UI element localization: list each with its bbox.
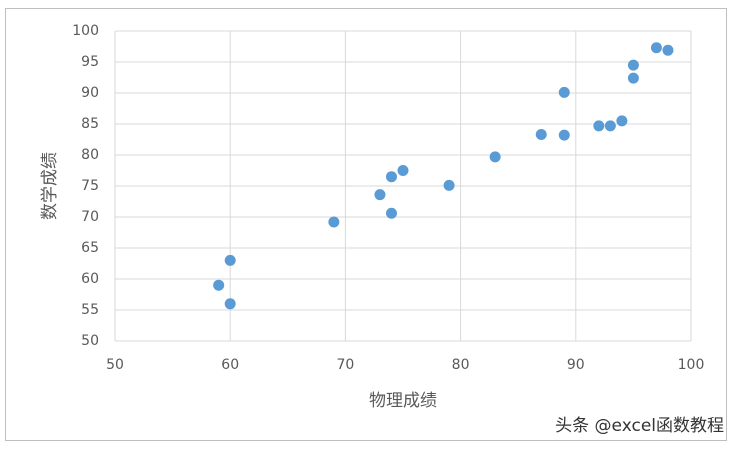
- watermark: 头条 @excel函数教程: [555, 416, 724, 436]
- point: [489, 151, 501, 163]
- y-tick-label: 80: [81, 147, 99, 163]
- point: [385, 207, 397, 219]
- point: [604, 120, 616, 132]
- point: [224, 298, 236, 310]
- x-tick-label: 60: [221, 357, 239, 373]
- y-tick-label: 75: [81, 178, 99, 194]
- point: [385, 171, 397, 183]
- y-tick-label: 95: [81, 54, 99, 70]
- y-tick-label: 60: [81, 271, 99, 287]
- point: [662, 44, 674, 56]
- x-tick-label: 100: [678, 357, 705, 373]
- point: [374, 189, 386, 201]
- point: [224, 254, 236, 266]
- x-tick-label: 70: [336, 357, 354, 373]
- y-tick-label: 50: [81, 333, 99, 349]
- point: [650, 42, 662, 54]
- y-tick-label: 100: [72, 23, 99, 39]
- x-tick-label: 90: [567, 357, 585, 373]
- point: [593, 120, 605, 132]
- x-tick-label: 80: [452, 357, 470, 373]
- y-tick-label: 70: [81, 209, 99, 225]
- x-axis-title: 物理成绩: [369, 391, 437, 411]
- point: [558, 86, 570, 98]
- point: [627, 72, 639, 84]
- y-tick-label: 65: [81, 240, 99, 256]
- point: [213, 279, 225, 291]
- x-tick-label: 50: [106, 357, 124, 373]
- y-tick-label: 90: [81, 85, 99, 101]
- point: [443, 179, 455, 191]
- point: [627, 59, 639, 71]
- y-tick-label: 55: [81, 302, 99, 318]
- point: [397, 165, 409, 176]
- point: [328, 216, 340, 228]
- chart-border: [5, 8, 727, 441]
- point: [616, 115, 628, 127]
- y-tick-label: 85: [81, 116, 99, 132]
- point: [535, 129, 547, 141]
- point: [558, 129, 570, 141]
- y-axis-title: 数学成绩: [40, 152, 60, 220]
